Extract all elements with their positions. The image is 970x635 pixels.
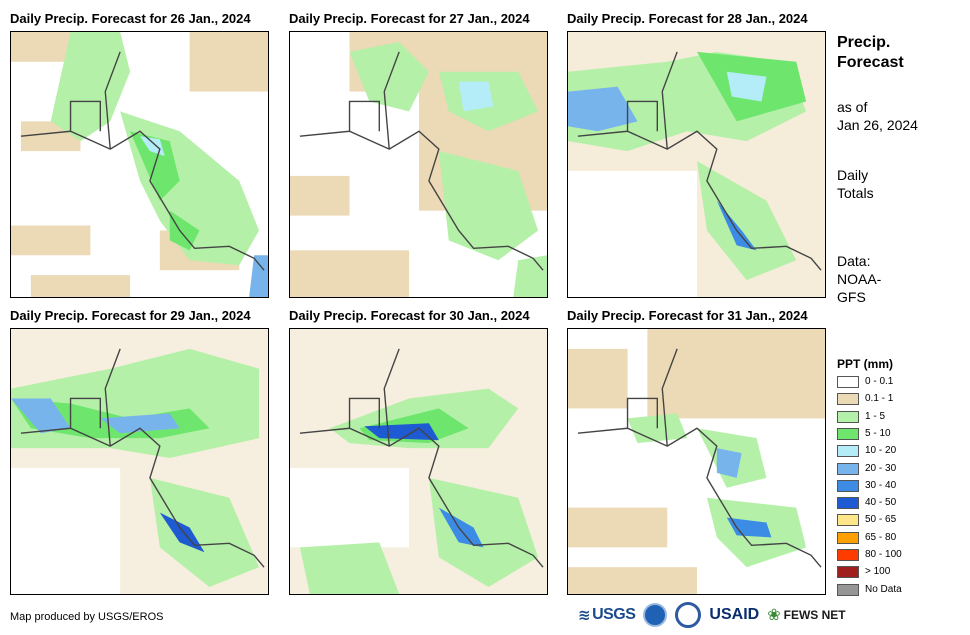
source-line2: NOAA- <box>837 271 882 287</box>
panel-title-2: Daily Precip. Forecast for 27 Jan., 2024 <box>289 11 530 26</box>
legend-label: 80 - 100 <box>865 549 902 560</box>
fewsnet-logo-text: FEWS NET <box>783 608 846 622</box>
as-of-line2: Jan 26, 2024 <box>837 117 918 133</box>
forecast-map-3 <box>567 31 826 298</box>
legend-swatch <box>837 514 859 527</box>
source-line1: Data: <box>837 253 871 269</box>
forecast-map-2 <box>289 31 548 298</box>
forecast-map-1 <box>10 31 269 298</box>
legend-label: 10 - 20 <box>865 445 897 457</box>
map-4-canvas <box>11 329 268 594</box>
map-1-canvas <box>11 32 268 297</box>
fewsnet-leaf-icon: ❀ <box>767 607 781 624</box>
legend-swatch <box>837 479 859 492</box>
nasa-logo-icon <box>675 602 702 628</box>
legend-label: 30 - 40 <box>865 479 897 491</box>
legend-label: 65 - 80 <box>865 531 897 543</box>
legend-label: No Data <box>865 583 902 595</box>
panel-title-5: Daily Precip. Forecast for 30 Jan., 2024 <box>289 308 530 323</box>
legend-label: 50 - 65 <box>865 514 897 526</box>
totals-line1: Daily <box>837 167 869 183</box>
forecast-map-5 <box>289 328 548 595</box>
legend-swatch <box>837 549 859 561</box>
legend-label: 1 - 5 <box>865 410 886 422</box>
usgs-wave-icon: ≋ <box>578 607 591 624</box>
daily-totals-label: Daily Totals <box>837 166 874 202</box>
map-2-canvas <box>290 32 547 297</box>
map-5-canvas <box>290 329 547 594</box>
legend-swatch <box>837 462 859 475</box>
source-line3: GFS <box>837 289 866 305</box>
as-of-date: as of Jan 26, 2024 <box>837 98 918 134</box>
usgs-logo: ≋ USGS <box>578 606 636 624</box>
legend-swatch <box>837 410 859 423</box>
as-of-line1: as of <box>837 99 868 115</box>
panel-title-6: Daily Precip. Forecast for 31 Jan., 2024 <box>567 308 808 323</box>
noaa-logo-icon <box>643 603 668 627</box>
legend-title: PPT (mm) <box>837 357 894 371</box>
sidebar-title: Precip. Forecast <box>837 33 904 73</box>
legend-swatch <box>837 445 859 458</box>
legend-label: 20 - 30 <box>865 462 897 474</box>
legend-label: 0.1 - 1 <box>865 393 894 405</box>
map-6-canvas <box>568 329 825 594</box>
legend-label: 40 - 50 <box>865 497 897 509</box>
usaid-logo-text: USAID <box>709 606 760 623</box>
forecast-map-6 <box>567 328 826 595</box>
sidebar-title-line2: Forecast <box>837 54 904 71</box>
panel-title-3: Daily Precip. Forecast for 28 Jan., 2024 <box>567 11 808 26</box>
usgs-logo-text: USGS <box>592 606 636 623</box>
legend-label: 5 - 10 <box>865 427 891 439</box>
forecast-map-4 <box>10 328 269 595</box>
legend-swatch <box>837 566 859 579</box>
legend-swatch <box>837 531 859 544</box>
legend-label: > 100 <box>865 566 891 578</box>
logo-strip: ≋ USGS USAID ❀ FEWS NET <box>578 602 846 628</box>
panel-title-1: Daily Precip. Forecast for 26 Jan., 2024 <box>10 11 251 26</box>
legend-swatch <box>837 393 859 406</box>
map-3-canvas <box>568 32 825 297</box>
legend-swatch <box>837 497 859 510</box>
totals-line2: Totals <box>837 185 874 201</box>
data-source: Data: NOAA- GFS <box>837 252 881 306</box>
legend-swatch <box>837 376 859 388</box>
fewsnet-logo: ❀ FEWS NET <box>767 605 845 625</box>
sidebar-title-line1: Precip. <box>837 34 891 51</box>
legend-label: 0 - 0.1 <box>865 376 894 387</box>
legend-swatch <box>837 583 859 596</box>
panel-title-4: Daily Precip. Forecast for 29 Jan., 2024 <box>10 308 251 323</box>
legend-swatch <box>837 427 859 440</box>
usaid-logo: USAID <box>709 606 759 624</box>
map-credit: Map produced by USGS/EROS <box>10 611 164 623</box>
